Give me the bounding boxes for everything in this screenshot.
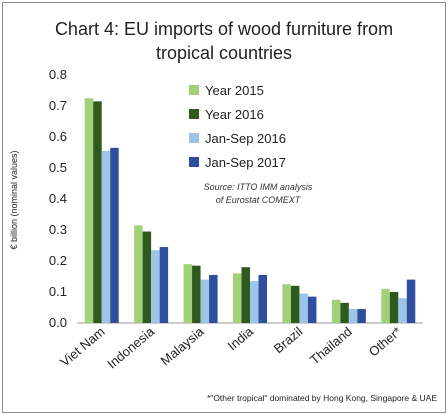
bar-year-2015-indonesia <box>134 225 143 323</box>
chart: Chart 4: EU imports of wood furniture fr… <box>9 19 437 403</box>
bar-jan-sep-2016-indonesia <box>151 250 160 323</box>
chart-title-line-2: tropical countries <box>156 43 292 63</box>
y-tick-label: 0.8 <box>49 67 67 82</box>
x-tick-label: Brazil <box>271 324 306 356</box>
bar-jan-sep-2016-viet-nam <box>101 150 111 323</box>
legend-swatch <box>189 133 199 143</box>
legend-label: Jan-Sep 2017 <box>205 155 286 170</box>
legend-label: Year 2015 <box>205 83 264 98</box>
bar-jan-sep-2017-thailand <box>357 309 366 323</box>
legend-label: Year 2016 <box>205 107 264 122</box>
bar-jan-sep-2016-malaysia <box>200 279 210 323</box>
bar-year-2016-other- <box>389 292 399 323</box>
bar-jan-sep-2016-other- <box>398 298 407 323</box>
legend-swatch <box>189 85 199 95</box>
y-tick-label: 0.4 <box>49 191 67 206</box>
bar-jan-sep-2017-other- <box>406 279 416 323</box>
bar-jan-sep-2016-thailand <box>348 309 358 323</box>
bar-jan-sep-2017-indonesia <box>159 247 169 323</box>
bar-year-2016-viet-nam <box>93 101 102 323</box>
bar-year-2016-india <box>241 267 250 323</box>
x-tick-label: India <box>225 323 257 353</box>
bar-year-2016-brazil <box>290 285 300 323</box>
x-tick-label: Viet Nam <box>57 324 107 370</box>
bar-year-2015-brazil <box>282 284 291 323</box>
bar-year-2015-thailand <box>331 299 341 323</box>
footnote: *"Other tropical" dominated by Hong Kong… <box>207 393 437 403</box>
bar-jan-sep-2017-malaysia <box>209 274 218 323</box>
bar-jan-sep-2016-brazil <box>299 293 308 323</box>
x-tick-label: Indonesia <box>104 323 157 371</box>
source-note-line-2: of Eurostat COMEXT <box>216 195 302 205</box>
bar-jan-sep-2017-india <box>258 274 267 323</box>
bar-year-2016-malaysia <box>192 265 201 323</box>
x-tick-label: Other* <box>366 324 404 360</box>
chart-title-line-1: Chart 4: EU imports of wood furniture fr… <box>55 19 393 39</box>
bar-year-2015-india <box>233 273 242 323</box>
bar-jan-sep-2017-brazil <box>307 296 317 323</box>
y-tick-label: 0.2 <box>49 253 67 268</box>
y-tick-label: 0.1 <box>49 284 67 299</box>
bar-year-2016-thailand <box>340 302 349 323</box>
y-tick-label: 0.7 <box>49 98 67 113</box>
x-tick-label: Thailand <box>307 324 355 368</box>
legend-swatch <box>189 157 199 167</box>
bar-year-2016-indonesia <box>142 231 152 323</box>
y-tick-label: 0.0 <box>49 315 67 330</box>
x-tick-label: Malaysia <box>158 323 208 368</box>
y-tick-label: 0.5 <box>49 160 67 175</box>
bar-year-2015-other- <box>381 288 390 323</box>
legend-label: Jan-Sep 2016 <box>205 131 286 146</box>
y-tick-label: 0.3 <box>49 222 67 237</box>
bar-year-2015-malaysia <box>183 264 193 323</box>
y-tick-label: 0.6 <box>49 129 67 144</box>
bar-jan-sep-2016-india <box>250 281 259 323</box>
y-axis-label: € billion (nominal values) <box>9 150 19 249</box>
bar-jan-sep-2017-viet-nam <box>110 147 119 323</box>
bar-year-2015-viet-nam <box>84 98 94 323</box>
source-note-line-1: Source: ITTO IMM analysis <box>204 182 313 192</box>
legend-swatch <box>189 109 199 119</box>
